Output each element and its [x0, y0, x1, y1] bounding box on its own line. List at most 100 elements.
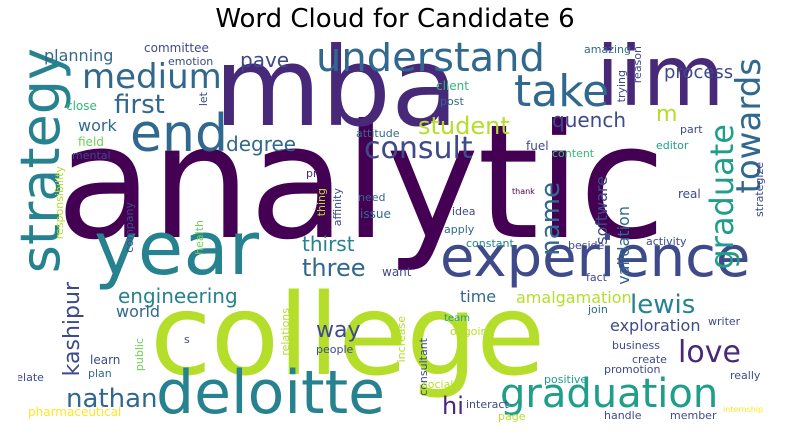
word-want: want	[382, 265, 412, 279]
word-nathan: nathan	[66, 384, 158, 414]
word-pr: pr	[306, 167, 318, 180]
word-responsibility: responsibility	[53, 166, 66, 240]
word-strategy: strategy	[18, 48, 72, 274]
word-thank: thank	[512, 187, 535, 196]
word-affinity: affinity	[331, 188, 344, 227]
word-fuel: fuel	[526, 139, 549, 153]
word-social: social	[422, 378, 454, 391]
word-part: part	[680, 123, 703, 136]
word-hi: hi	[442, 392, 464, 420]
word-thing: thing	[315, 188, 328, 217]
word-promotion: promotion	[604, 363, 661, 376]
word-kashipur: kashipur	[60, 282, 85, 377]
word-validation: validation	[614, 206, 633, 285]
word-beside: beside	[568, 239, 605, 252]
word-first: first	[114, 90, 165, 120]
word-ongoing: ongoing	[450, 325, 495, 338]
word-issue: issue	[360, 207, 391, 221]
word-committee: committee	[144, 42, 209, 55]
word-process: process	[664, 62, 734, 83]
word-fact: fact	[586, 271, 607, 284]
word-college: college	[150, 271, 545, 401]
word-editor: editor	[656, 139, 689, 152]
word-positive: positive	[544, 373, 588, 386]
word-year: year	[94, 206, 260, 292]
word-activity: activity	[646, 235, 687, 248]
word-end: end	[130, 104, 228, 164]
word-planning: planning	[44, 46, 114, 65]
word-handle: handle	[604, 409, 642, 422]
word-let: let	[197, 92, 210, 107]
word-mental: mental	[72, 149, 111, 162]
word-post: post	[440, 95, 464, 108]
word-work: work	[78, 116, 117, 135]
word-take: take	[514, 66, 610, 117]
word-strategize: strategize	[753, 162, 766, 217]
figure-title: Word Cloud for Candidate 6	[215, 4, 575, 34]
word-time: time	[460, 287, 497, 306]
word-student: student	[418, 112, 510, 140]
word-love: love	[678, 335, 741, 370]
word-deloitte: deloitte	[156, 358, 386, 425]
word-content: content	[552, 147, 595, 160]
word-way: way	[316, 318, 361, 343]
word-thirst: thirst	[302, 232, 355, 256]
word-three: three	[302, 254, 366, 282]
word-constant: constant	[466, 237, 514, 250]
word-public: public	[133, 338, 146, 372]
word-trying: trying	[615, 70, 628, 103]
word-m: m	[656, 102, 678, 127]
word-name: name	[536, 182, 566, 256]
word-need: need	[358, 191, 386, 204]
word-understand: understand	[316, 42, 545, 81]
word-writer: writer	[708, 315, 741, 328]
word-real: real	[678, 187, 701, 201]
word-increase: increase	[395, 316, 408, 363]
word-amazing: amazing	[584, 43, 631, 56]
word-consult: consult	[364, 131, 473, 166]
word-attitude: attitude	[356, 127, 400, 140]
word-health: health	[193, 220, 206, 255]
word-amalgamation: amalgamation	[516, 288, 632, 307]
word-join: join	[588, 303, 608, 316]
word-exploration: exploration	[610, 316, 701, 335]
word-idea: idea	[452, 205, 476, 218]
word-create: create	[632, 353, 667, 366]
word-member: member	[670, 409, 717, 422]
word-reason: reason	[631, 46, 644, 84]
word-analytic: analytic	[56, 91, 666, 275]
word-degree: degree	[226, 132, 297, 156]
word-learn: learn	[90, 353, 121, 367]
word-software: software	[592, 176, 611, 245]
word-company: company	[123, 202, 136, 253]
word-internship: internship	[723, 405, 764, 414]
word-world: world	[116, 302, 161, 321]
word-pharmaceutical: pharmaceutical	[28, 405, 122, 419]
word-client: client	[436, 79, 469, 93]
word-apply: apply	[444, 223, 475, 236]
word-team: team	[444, 313, 470, 324]
word-really: really	[730, 369, 761, 382]
word-field: field	[78, 135, 104, 149]
word-graduation: graduation	[500, 371, 719, 417]
word-iim: iim	[596, 42, 725, 125]
word-close: close	[66, 99, 97, 113]
word-pave: pave	[240, 48, 290, 72]
word-people: people	[316, 343, 354, 356]
word-emotion: emotion	[168, 55, 214, 68]
word-mba: mba	[214, 42, 459, 151]
word-page: page	[498, 410, 526, 423]
word-cloud: analytic mba iim college year experience…	[18, 42, 778, 425]
word-interact: interact	[466, 398, 509, 411]
word-medium: medium	[82, 57, 222, 97]
word-relate: relate	[18, 371, 44, 384]
word-s: s	[184, 333, 190, 346]
word-engineering: engineering	[118, 284, 238, 308]
word-business: business	[612, 339, 660, 352]
word-experience: experience	[440, 225, 751, 290]
word-graduate: graduate	[703, 124, 741, 270]
word-lewis: lewis	[630, 290, 696, 320]
word-relations: relations	[279, 308, 292, 356]
word-plan: plan	[88, 367, 112, 380]
